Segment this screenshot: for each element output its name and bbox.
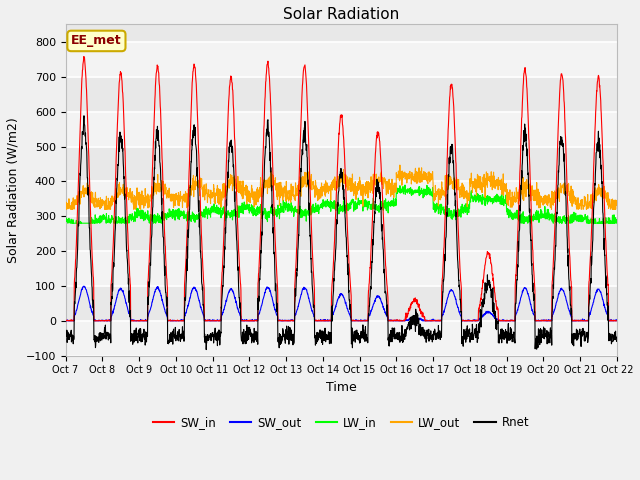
Bar	[65, 181, 617, 216]
Bar	[65, 42, 617, 77]
Y-axis label: Solar Radiation (W/m2): Solar Radiation (W/m2)	[7, 117, 20, 263]
Text: EE_met: EE_met	[71, 35, 122, 48]
Title: Solar Radiation: Solar Radiation	[283, 7, 399, 22]
Bar	[65, 321, 617, 356]
Bar	[65, 112, 617, 146]
Legend: SW_in, SW_out, LW_in, LW_out, Rnet: SW_in, SW_out, LW_in, LW_out, Rnet	[148, 411, 534, 434]
Bar	[65, 251, 617, 286]
X-axis label: Time: Time	[326, 381, 356, 394]
